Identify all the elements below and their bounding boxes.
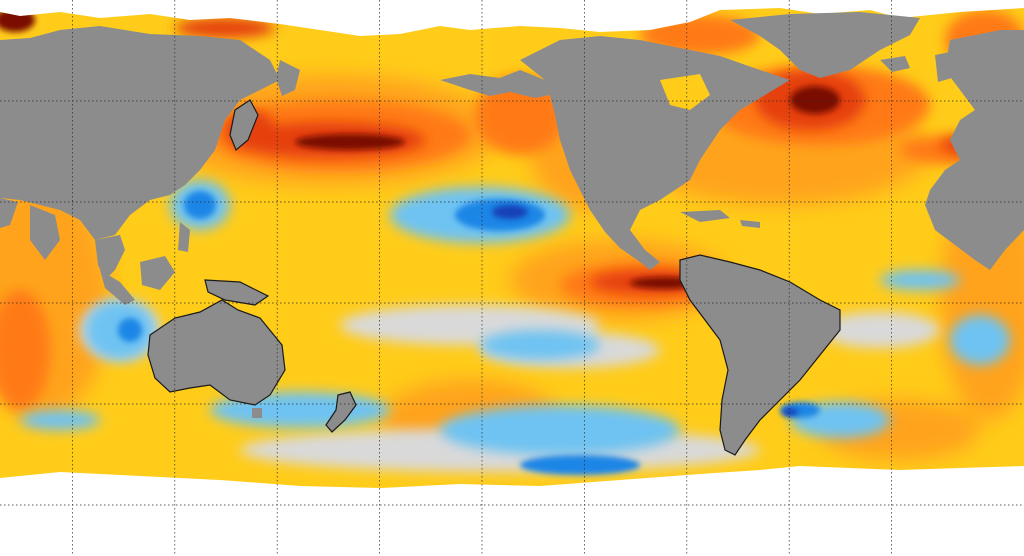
cool-anomaly-extreme (492, 205, 798, 416)
caribbean-isles (740, 220, 760, 228)
philippines (178, 222, 190, 252)
borneo (140, 256, 175, 290)
arabia-fragment (0, 198, 18, 228)
north-america (520, 36, 790, 270)
warm-anomaly-extreme (0, 8, 840, 289)
arctic-ice (0, 0, 1024, 36)
land-mask (0, 12, 1024, 455)
kamchatka (276, 60, 300, 96)
alaska (440, 70, 550, 98)
eurasia-west (0, 26, 280, 240)
south-america (680, 255, 840, 455)
europe-africa (925, 30, 1024, 270)
greenland (730, 12, 920, 78)
cuba (680, 210, 730, 222)
sumatra (100, 270, 135, 305)
tasmania (252, 408, 262, 418)
iceland (880, 56, 910, 72)
british-isles (935, 52, 952, 82)
japan (230, 100, 258, 150)
coastlines (147, 99, 841, 456)
india-peninsula (30, 205, 60, 260)
new-guinea (205, 280, 268, 305)
new-zealand (326, 392, 356, 432)
southeast-asia (95, 235, 125, 280)
australia (148, 300, 285, 405)
antarctic-ice (0, 466, 1024, 556)
